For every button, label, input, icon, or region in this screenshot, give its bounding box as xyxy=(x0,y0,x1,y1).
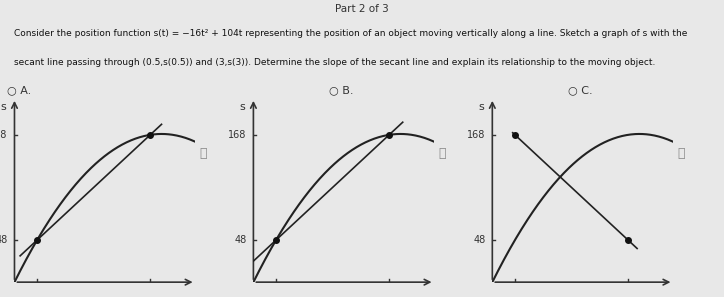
Text: s: s xyxy=(0,102,6,112)
Text: 48: 48 xyxy=(0,235,8,245)
Text: 🔍: 🔍 xyxy=(199,147,206,160)
Text: s: s xyxy=(239,102,245,112)
Text: 168: 168 xyxy=(467,130,486,140)
Text: Consider the position function s(t) = −16t² + 104t representing the position of : Consider the position function s(t) = −1… xyxy=(14,29,688,38)
Text: 168: 168 xyxy=(0,130,8,140)
Text: s: s xyxy=(478,102,484,112)
Text: 🔍: 🔍 xyxy=(677,147,684,160)
Text: 🔍: 🔍 xyxy=(438,147,445,160)
Text: secant line passing through (0.5,s(0.5)) and (3,s(3)). Determine the slope of th: secant line passing through (0.5,s(0.5))… xyxy=(14,58,656,67)
Text: 168: 168 xyxy=(228,130,247,140)
Text: ○ A.: ○ A. xyxy=(7,85,31,95)
Text: 48: 48 xyxy=(235,235,247,245)
Text: ○ C.: ○ C. xyxy=(568,85,593,95)
Text: ○ B.: ○ B. xyxy=(329,85,354,95)
Text: 48: 48 xyxy=(473,235,486,245)
Text: Part 2 of 3: Part 2 of 3 xyxy=(335,4,389,14)
